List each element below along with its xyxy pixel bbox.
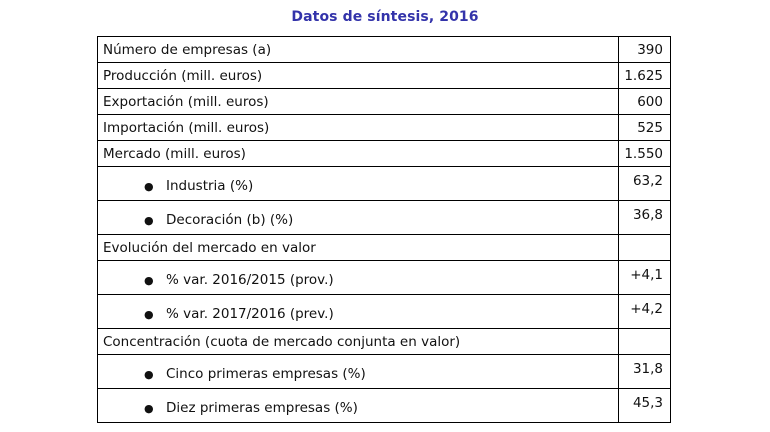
row-label-text: Decoración (b) (%) bbox=[166, 212, 294, 228]
bullet-icon: ● bbox=[144, 274, 154, 287]
row-label: Número de empresas (a) bbox=[96, 36, 620, 63]
row-label: Importación (mill. euros) bbox=[96, 114, 620, 141]
row-value: 45,3 bbox=[618, 388, 671, 423]
row-value: 36,8 bbox=[618, 200, 671, 235]
row-value: 63,2 bbox=[618, 166, 671, 201]
row-label: Mercado (mill. euros) bbox=[96, 140, 620, 167]
row-label: Producción (mill. euros) bbox=[96, 62, 620, 89]
row-label: ● Diez primeras empresas (%) bbox=[96, 388, 620, 423]
table-row: ● Cinco primeras empresas (%) 31,8 bbox=[96, 354, 671, 389]
bullet-icon: ● bbox=[144, 402, 154, 415]
row-label: Evolución del mercado en valor bbox=[96, 234, 620, 261]
row-value: 600 bbox=[618, 88, 671, 115]
table-row: ● % var. 2016/2015 (prov.) +4,1 bbox=[96, 260, 671, 295]
table-row: ● Industria (%) 63,2 bbox=[96, 166, 671, 201]
row-value: 390 bbox=[618, 36, 671, 63]
row-value: +4,1 bbox=[618, 260, 671, 295]
row-label-text: Diez primeras empresas (%) bbox=[166, 400, 358, 416]
bullet-icon: ● bbox=[144, 368, 154, 381]
bullet-icon: ● bbox=[144, 308, 154, 321]
bullet-icon: ● bbox=[144, 180, 154, 193]
table-row: Concentración (cuota de mercado conjunta… bbox=[96, 328, 671, 355]
table-row: Mercado (mill. euros) 1.550 bbox=[96, 140, 671, 167]
row-label: ● % var. 2016/2015 (prov.) bbox=[96, 260, 620, 295]
row-label: ● Industria (%) bbox=[96, 166, 620, 201]
row-value: 1.550 bbox=[618, 140, 671, 167]
row-label: Exportación (mill. euros) bbox=[96, 88, 620, 115]
row-value: 1.625 bbox=[618, 62, 671, 89]
table-row: Importación (mill. euros) 525 bbox=[96, 114, 671, 141]
row-value: 525 bbox=[618, 114, 671, 141]
bullet-icon: ● bbox=[144, 214, 154, 227]
row-label-text: % var. 2017/2016 (prev.) bbox=[166, 306, 334, 322]
row-label: ● Decoración (b) (%) bbox=[96, 200, 620, 235]
row-label-text: Industria (%) bbox=[166, 178, 254, 194]
row-label-text: Cinco primeras empresas (%) bbox=[166, 366, 366, 382]
table-row: ● Diez primeras empresas (%) 45,3 bbox=[96, 388, 671, 423]
row-value bbox=[618, 328, 671, 355]
row-value: 31,8 bbox=[618, 354, 671, 389]
table-row: Producción (mill. euros) 1.625 bbox=[96, 62, 671, 89]
row-label: ● Cinco primeras empresas (%) bbox=[96, 354, 620, 389]
row-value: +4,2 bbox=[618, 294, 671, 329]
row-value bbox=[618, 234, 671, 261]
table-row: Número de empresas (a) 390 bbox=[96, 36, 671, 63]
table-row: Evolución del mercado en valor bbox=[96, 234, 671, 261]
row-label-text: % var. 2016/2015 (prov.) bbox=[166, 272, 334, 288]
synthesis-table: Número de empresas (a) 390 Producción (m… bbox=[96, 36, 671, 423]
table-row: ● % var. 2017/2016 (prev.) +4,2 bbox=[96, 294, 671, 329]
table-row: ● Decoración (b) (%) 36,8 bbox=[96, 200, 671, 235]
table-row: Exportación (mill. euros) 600 bbox=[96, 88, 671, 115]
table-title: Datos de síntesis, 2016 bbox=[291, 9, 479, 25]
row-label: ● % var. 2017/2016 (prev.) bbox=[96, 294, 620, 329]
row-label: Concentración (cuota de mercado conjunta… bbox=[96, 328, 620, 355]
